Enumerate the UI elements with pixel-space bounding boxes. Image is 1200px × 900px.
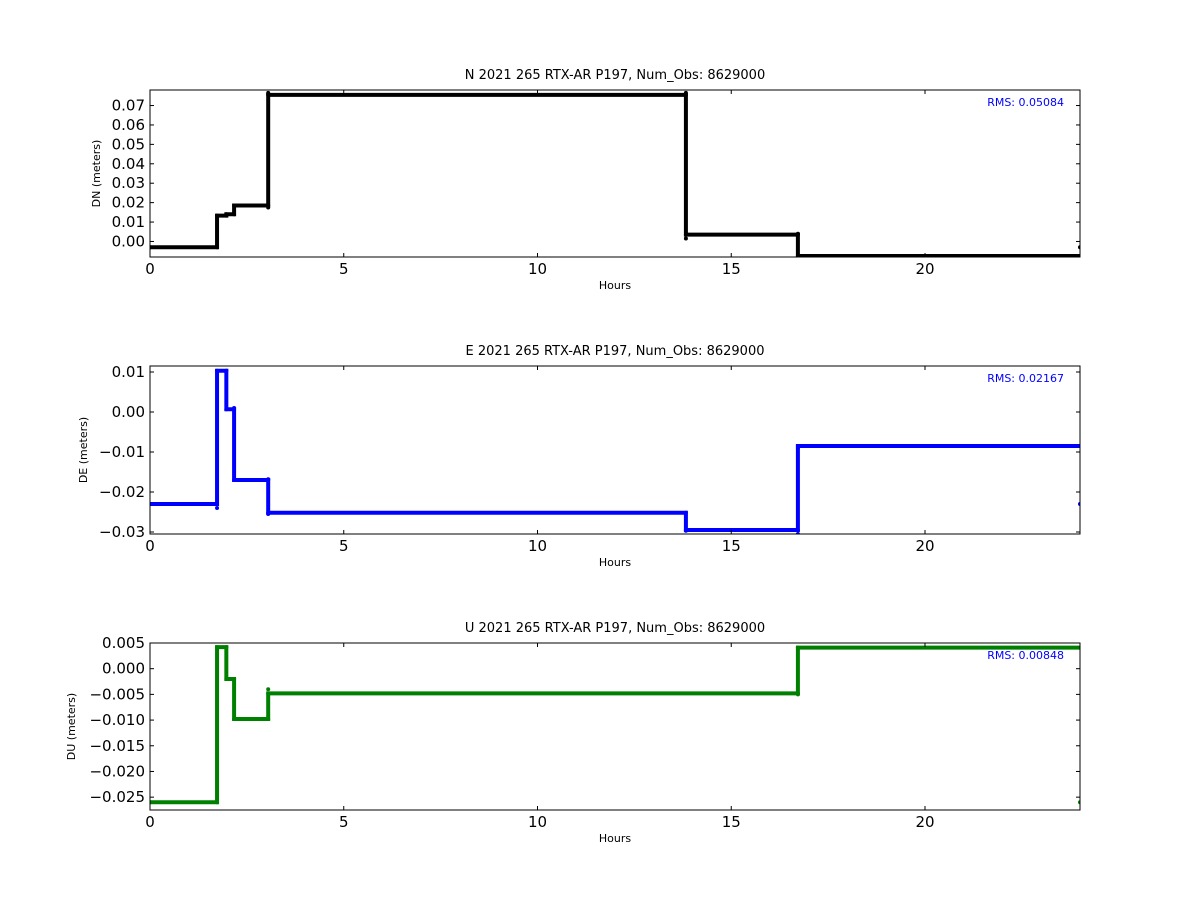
data-point: [266, 687, 271, 692]
data-point: [232, 212, 237, 217]
y-tick-label: −0.015: [89, 737, 145, 755]
data-point: [266, 691, 271, 696]
data-point: [795, 692, 800, 697]
y-tick-label: 0.01: [112, 363, 145, 381]
x-tick-label: 10: [528, 537, 547, 555]
x-tick-label: 15: [722, 537, 741, 555]
y-tick-label: 0.000: [102, 660, 145, 678]
plot-background: [150, 366, 1080, 534]
data-point: [224, 407, 229, 412]
subplot-2: 0 5 10 15 20 −0.03 −0.02 −0.01 0.00 0.01 E 2021 26…: [77, 344, 1081, 569]
data-point: [683, 232, 688, 237]
data-point: [232, 406, 237, 410]
x-tick-label: 20: [915, 813, 934, 831]
plot-frame: [149, 642, 1081, 811]
data-point: [215, 800, 220, 805]
x-tick-label: 0: [145, 813, 155, 831]
data-point: [215, 213, 220, 218]
data-point: [266, 512, 271, 516]
data-point: [683, 528, 688, 533]
y-tick-label: 0.00: [112, 232, 145, 250]
plot-background: [150, 643, 1080, 810]
data-point: [224, 676, 229, 681]
subplot-title: E 2021 265 RTX-AR P197, Num_Obs: 8629000: [466, 344, 765, 359]
data-point: [215, 368, 220, 373]
y-tick-label: 0.07: [112, 97, 145, 115]
y-tick-label: 0.04: [112, 155, 145, 173]
data-point: [795, 446, 800, 450]
data-point: [795, 254, 800, 257]
x-axis-label: Hours: [599, 279, 631, 292]
data-point: [795, 645, 800, 650]
y-tick-label: −0.010: [89, 711, 145, 729]
data-point: [232, 203, 237, 208]
y-axis-label: DU (meters): [65, 693, 78, 760]
subplot-1: 0 5 10 15 20 0.000.010.02 0.030.04 0.050.060.07…: [90, 68, 1081, 292]
series-band: [150, 645, 1080, 805]
plot-background: [150, 90, 1080, 257]
rms-annotation: RMS: 0.05084: [987, 96, 1064, 109]
subplot-title: N 2021 265 RTX-AR P197, Num_Obs: 8629000: [465, 68, 765, 83]
x-axis-label: Hours: [599, 556, 631, 569]
x-tick-label: 20: [915, 260, 934, 278]
data-point: [683, 90, 688, 95]
plot-frame: [149, 89, 1081, 258]
y-tick-label: −0.020: [89, 762, 145, 780]
x-tick-label: 5: [339, 537, 349, 555]
y-tick-label: 0.06: [112, 116, 145, 134]
y-tick-label: −0.01: [99, 443, 145, 461]
y-tick-label: −0.025: [89, 788, 145, 806]
data-layer: [150, 90, 1080, 257]
data-point: [232, 717, 237, 722]
y-tick-label: −0.03: [99, 523, 145, 541]
x-tick-label: 10: [528, 813, 547, 831]
x-tick-label: 0: [145, 260, 155, 278]
y-tick-label: 0.05: [112, 135, 145, 153]
data-layer: [150, 368, 1080, 534]
data-layer: [150, 645, 1080, 805]
data-point: [224, 368, 229, 373]
data-point: [683, 236, 688, 241]
data-point: [266, 717, 271, 722]
y-tick-label: 0.03: [112, 174, 145, 192]
data-point: [795, 231, 800, 236]
data-point: [266, 205, 271, 210]
y-tick-label: 0.02: [112, 194, 145, 212]
data-point: [232, 676, 237, 681]
y-tick-label: −0.02: [99, 483, 145, 501]
y-axis-label: DE (meters): [77, 417, 90, 483]
y-tick-label: 0.00: [112, 403, 145, 421]
data-point: [215, 506, 220, 510]
x-axis-label: Hours: [599, 832, 631, 845]
data-point: [232, 478, 237, 482]
x-tick-label: 15: [722, 813, 741, 831]
data-point: [215, 645, 220, 650]
plot-frame: [149, 365, 1081, 535]
x-tick-label: 15: [722, 260, 741, 278]
y-axis-label: DN (meters): [90, 140, 103, 208]
x-tick-label: 5: [339, 260, 349, 278]
data-point: [266, 477, 271, 482]
x-tick-label: 10: [528, 260, 547, 278]
rms-annotation: RMS: 0.00848: [987, 649, 1064, 662]
rms-annotation: RMS: 0.02167: [987, 372, 1064, 385]
data-point: [215, 244, 220, 249]
x-tick-label: 0: [145, 537, 155, 555]
y-tick-label: −0.005: [89, 685, 145, 703]
data-point: [683, 510, 688, 515]
data-point: [215, 502, 220, 506]
data-point: [224, 212, 229, 217]
x-tick-label: 5: [339, 813, 349, 831]
data-point: [266, 90, 271, 95]
data-point: [795, 528, 800, 532]
subplot-3: 0 5 10 15 20 −0.025 −0.020 −0.015 −0.010 −0.005 0.…: [65, 621, 1081, 845]
x-tick-label: 20: [915, 537, 934, 555]
data-point: [224, 645, 229, 650]
y-tick-label: 0.005: [102, 634, 145, 652]
y-tick-label: 0.01: [112, 213, 145, 231]
subplot-title: U 2021 265 RTX-AR P197, Num_Obs: 8629000: [465, 621, 765, 636]
